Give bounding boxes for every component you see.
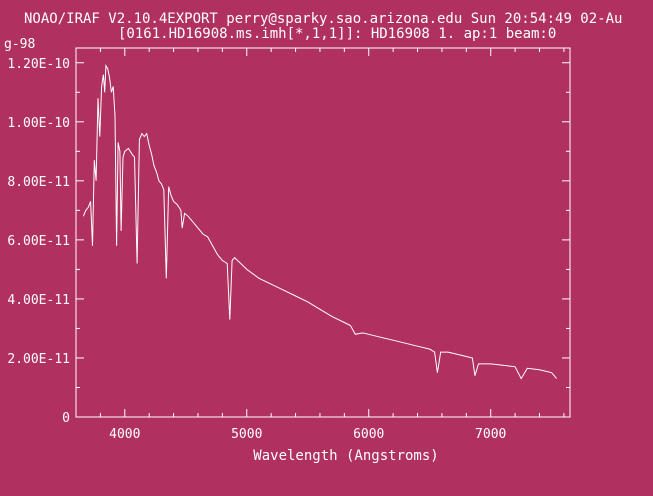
header-title: NOAO/IRAF V2.10.4EXPORT perry@sparky.sao… [24,11,622,27]
x-tick-label: 6000 [353,427,384,442]
y-tick-label: 6.00E-11 [7,234,70,249]
plot-frame [75,47,571,418]
y-tick-label: 0 [62,411,70,426]
spectrum-line [82,64,557,380]
y-tick-label: 4.00E-11 [7,293,70,308]
x-tick-label: 4000 [109,427,140,442]
y-tick-label: 1.00E-10 [7,116,70,131]
y-tick-label: 8.00E-11 [7,175,70,190]
axis-tick-labels: 4000 5000 6000 7000 0 2.00E-11 4.00E-11 6.00E-1… [7,57,506,442]
x-axis-label: Wavelength (Angstroms) [253,448,438,464]
header-subtitle: [0161.HD16908.ms.imh[*,1,1]]: HD16908 1.… [118,26,556,42]
x-tick-label: 5000 [231,427,262,442]
y-tick-label: 2.00E-11 [7,352,70,367]
axis-corner-label: g-98 [4,37,35,52]
x-tick-label: 7000 [475,427,506,442]
y-tick-label: 1.20E-10 [7,57,70,72]
axis-ticks [76,48,570,418]
